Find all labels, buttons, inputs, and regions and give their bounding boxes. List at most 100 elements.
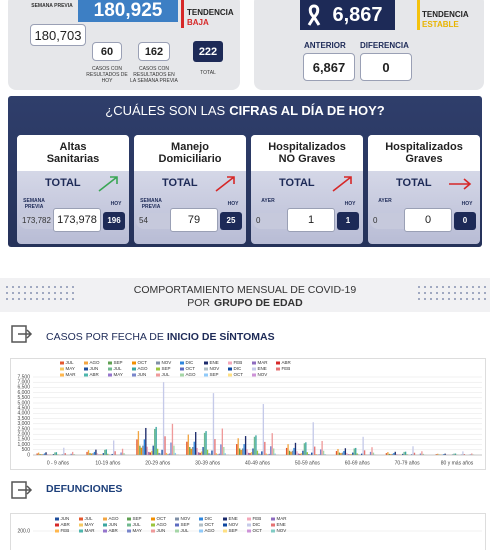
bar [45, 452, 47, 455]
bar [355, 447, 357, 455]
bar [86, 451, 88, 455]
bar [156, 448, 159, 455]
ribbon-icon [307, 4, 321, 26]
today-value: 0 [454, 212, 476, 230]
cases-heading: CASOS POR FECHA DE INICIO DE SÍNTOMAS [46, 331, 275, 343]
bar [343, 451, 345, 455]
bar [87, 450, 90, 455]
legend-swatch [223, 517, 227, 521]
prev-value: 173,782 [19, 213, 61, 229]
legend-swatch [204, 373, 208, 377]
legend-label: MAR [258, 360, 269, 365]
bar [171, 423, 174, 455]
legend-swatch [60, 373, 64, 377]
bar [412, 446, 414, 455]
legend-swatch [180, 373, 184, 377]
legend-swatch [151, 523, 155, 527]
legend-label: ENE [210, 360, 219, 365]
bar [299, 453, 301, 455]
previous-deaths: 6,867 [303, 53, 355, 81]
bar [322, 450, 325, 455]
legend-swatch [175, 529, 179, 533]
bar [341, 452, 344, 455]
bar [195, 432, 197, 455]
bar [107, 453, 109, 455]
bar [241, 448, 244, 455]
legend-swatch [79, 523, 83, 527]
bar [362, 436, 364, 455]
bar [401, 453, 404, 455]
bar [337, 448, 339, 455]
bar [246, 449, 248, 455]
heading-part: INICIO DE SÍNTOMAS [166, 331, 275, 343]
legend-swatch [252, 373, 256, 377]
y-tick-label: 6,000 [17, 390, 30, 396]
legend-label: OCT [138, 360, 148, 365]
y-tick-label: 2,000 [17, 432, 30, 438]
bar [391, 453, 393, 455]
legend-swatch [55, 517, 59, 521]
legend-swatch [79, 529, 83, 533]
total-label: TOTAL [162, 177, 198, 189]
legend-swatch [108, 367, 112, 371]
bar [162, 382, 165, 455]
bar [270, 446, 272, 455]
bar [186, 441, 188, 455]
legend-swatch [271, 529, 275, 533]
previous-cases: 180,703 [30, 24, 86, 46]
bar [43, 453, 46, 455]
bar [261, 451, 263, 455]
legend-label: SEP [162, 366, 171, 371]
bar [63, 447, 65, 455]
today-cases: 60 [92, 42, 122, 61]
legend-swatch [55, 529, 59, 533]
heading-part: CASOS POR FECHA DE [46, 331, 164, 343]
bar [258, 453, 260, 455]
legend-label: MAY [133, 528, 142, 533]
bar [158, 452, 160, 455]
bar [111, 453, 113, 455]
bar [40, 454, 43, 455]
section-heading: COMPORTAMIENTO MENSUAL DE COVID-19 [133, 284, 357, 296]
bar [140, 447, 143, 455]
bar [271, 433, 273, 455]
today-title: ¿CUÁLES SON LAS CIFRAS AL DÍA DE HOY? [8, 100, 482, 120]
bar [350, 453, 352, 455]
y-tick-label: 6,500 [17, 385, 30, 391]
bar [92, 453, 94, 455]
today-label: HOY [227, 201, 239, 207]
legend-label: SEP [229, 528, 238, 533]
today-label: HOY [461, 201, 473, 207]
bar [114, 451, 116, 455]
legend-label: JUL [162, 372, 170, 377]
bar [209, 453, 212, 455]
bar [372, 452, 375, 455]
bar [344, 448, 347, 455]
bar [123, 453, 125, 455]
bar [89, 453, 91, 455]
bar [173, 445, 175, 455]
total-cases: 180,925 [78, 0, 178, 22]
legend-label: MAR [277, 516, 288, 521]
legend-label: FEB [61, 528, 70, 533]
bar [410, 454, 413, 455]
bar [296, 451, 298, 455]
legend-label: AGO [109, 516, 120, 521]
legend-label: NOV [277, 528, 287, 533]
legend-label: OCT [186, 366, 196, 371]
legend-label: MAR [85, 528, 96, 533]
legend-swatch [132, 361, 136, 365]
legend-swatch [223, 529, 227, 533]
card-title: Domiciliario [158, 153, 222, 165]
bar [340, 453, 342, 455]
bar [224, 453, 226, 455]
legend-label: JUL [66, 360, 74, 365]
legend-swatch [84, 367, 88, 371]
title-part: CIFRAS AL DÍA DE HOY? [229, 103, 385, 118]
bar [42, 454, 44, 455]
bar [155, 426, 157, 455]
today-panel: ¿CUÁLES SON LAS CIFRAS AL DÍA DE HOY? Alt… [8, 96, 482, 247]
bar [223, 446, 225, 455]
legend-swatch [156, 367, 160, 371]
bar [36, 453, 38, 455]
